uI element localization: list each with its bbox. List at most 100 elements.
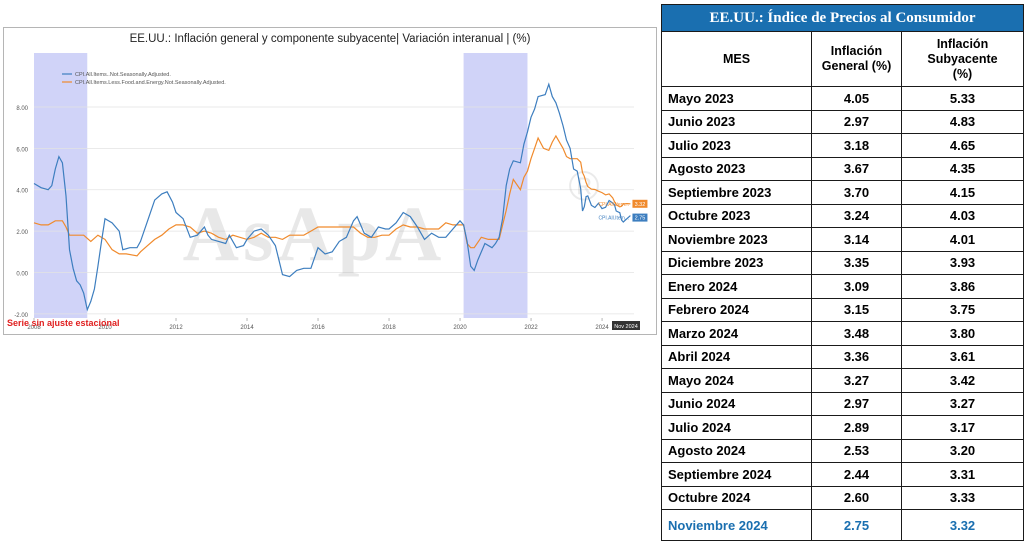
month-cell: Abril 2024 <box>661 344 812 369</box>
table-row: Septiembre 2024 2.44 3.31 <box>661 462 1025 487</box>
general-cell: 3.67 <box>811 156 902 181</box>
core-cell: 3.20 <box>900 438 1025 463</box>
core-cell: 3.31 <box>900 462 1025 487</box>
core-cell: 4.15 <box>900 180 1025 205</box>
general-cell: 2.53 <box>811 438 902 463</box>
watermark-logo: AsApA <box>183 190 446 277</box>
recession-band <box>34 53 88 318</box>
y-tick-label: 4.00 <box>16 189 28 195</box>
month-cell: Agosto 2023 <box>661 156 812 181</box>
month-cell: Febrero 2024 <box>661 297 812 322</box>
table-row: Abril 2024 3.36 3.61 <box>661 344 1025 369</box>
month-cell: Octubre 2023 <box>661 203 812 228</box>
general-cell: 3.27 <box>811 368 902 393</box>
x-tick-label: 2010 <box>98 325 112 331</box>
general-cell: 2.44 <box>811 462 902 487</box>
core-cell: 3.61 <box>900 344 1025 369</box>
table-row: Marzo 2024 3.48 3.80 <box>661 321 1025 346</box>
core-cell: 3.86 <box>900 274 1025 299</box>
table-row: Noviembre 2023 3.14 4.01 <box>661 227 1025 252</box>
end-label-core: CPI.All.Item... <box>598 202 629 208</box>
general-cell: 3.09 <box>811 274 902 299</box>
general-header-line: General (%) <box>821 59 892 73</box>
table-row: Julio 2024 2.89 3.17 <box>661 415 1025 440</box>
table-row: Mayo 2024 3.27 3.42 <box>661 368 1025 393</box>
general-cell: 2.75 <box>811 509 902 541</box>
general-cell: 3.36 <box>811 344 902 369</box>
table-title: EE.UU.: Índice de Precios al Consumidor <box>660 4 1025 32</box>
end-value-core-badge <box>632 199 648 208</box>
month-cell: Septiembre 2024 <box>661 462 812 487</box>
core-cell: 3.93 <box>900 250 1025 275</box>
general-cell: 3.70 <box>811 180 902 205</box>
core-header-line: Inflación <box>936 36 989 51</box>
core-cell: 3.42 <box>900 368 1025 393</box>
core-cell: 3.80 <box>900 321 1025 346</box>
table-row: Febrero 2024 3.15 3.75 <box>661 297 1025 322</box>
general-header-line: Inflación <box>830 44 883 58</box>
table-row: Junio 2023 2.97 4.83 <box>661 109 1025 134</box>
core-cell: 3.27 <box>900 391 1025 416</box>
legend-label-headline: CPI.All.Items..Not.Seasonally.Adjusted. <box>75 72 171 78</box>
core-cell: 3.17 <box>900 415 1025 440</box>
general-cell: 3.15 <box>811 297 902 322</box>
table-row: Noviembre 2024 2.75 3.32 <box>661 509 1025 541</box>
column-header-general: Inflación General (%) <box>811 31 902 87</box>
end-label-headline: CPI.All.Item... <box>598 216 629 222</box>
general-cell: 2.97 <box>811 109 902 134</box>
table-row: Agosto 2024 2.53 3.20 <box>661 438 1025 463</box>
core-cell: 3.32 <box>900 509 1025 541</box>
month-cell: Julio 2024 <box>661 415 812 440</box>
x-tick-label: 2022 <box>524 325 538 331</box>
month-cell: Diciembre 2023 <box>661 250 812 275</box>
chart-title: EE.UU.: Inflación general y componente s… <box>130 33 531 45</box>
month-cell: Junio 2023 <box>661 109 812 134</box>
month-cell: Mayo 2024 <box>661 368 812 393</box>
x-tick-label: 2016 <box>311 325 325 331</box>
general-cell: 2.60 <box>811 485 902 510</box>
general-cell: 3.35 <box>811 250 902 275</box>
x-tick-label: 2020 <box>453 325 467 331</box>
y-tick-label: 2.00 <box>16 230 28 236</box>
table-row: Diciembre 2023 3.35 3.93 <box>661 250 1025 275</box>
month-cell: Octubre 2024 <box>661 485 812 510</box>
x-tick-label: 2012 <box>169 325 183 331</box>
cpi-table-panel: EE.UU.: Índice de Precios al Consumidor … <box>660 4 1025 541</box>
month-cell: Mayo 2023 <box>661 86 812 111</box>
y-tick-label: 0.00 <box>16 271 28 277</box>
column-header-core: Inflación Subyacente (%) <box>900 31 1025 87</box>
table-row: Julio 2023 3.18 4.65 <box>661 133 1025 158</box>
legend-label-core: CPI.All.Items.Less.Food.and.Energy.Not.S… <box>75 80 226 86</box>
x-tick-label: 2008 <box>27 325 41 331</box>
series-line-core <box>33 134 631 257</box>
table-row: Enero 2024 3.09 3.86 <box>661 274 1025 299</box>
core-cell: 3.33 <box>900 485 1025 510</box>
month-cell: Junio 2024 <box>661 391 812 416</box>
table-body: Mayo 2023 4.05 5.33 Junio 2023 2.97 4.83 Julio… <box>661 86 1025 541</box>
watermark-registered-icon: ® <box>569 162 600 209</box>
table-row: Agosto 2023 3.67 4.35 <box>661 156 1025 181</box>
y-tick-label: 6.00 <box>16 147 28 153</box>
general-cell: 2.89 <box>811 415 902 440</box>
month-cell: Marzo 2024 <box>661 321 812 346</box>
month-cell: Julio 2023 <box>661 133 812 158</box>
table-row: Octubre 2023 3.24 4.03 <box>661 203 1025 228</box>
table-row: Junio 2024 2.97 3.27 <box>661 391 1025 416</box>
core-cell: 3.75 <box>900 297 1025 322</box>
y-tick-label: 8.00 <box>16 106 28 112</box>
core-cell: 4.01 <box>900 227 1025 252</box>
month-cell: Agosto 2024 <box>661 438 812 463</box>
cpi-table: EE.UU.: Índice de Precios al Consumidor … <box>660 4 1025 541</box>
month-cell: Septiembre 2023 <box>661 180 812 205</box>
x-tick-label: 2018 <box>382 325 396 331</box>
month-cell: Enero 2024 <box>661 274 812 299</box>
month-cell: Noviembre 2023 <box>661 227 812 252</box>
end-value-headline: 2.75 <box>635 216 646 222</box>
general-cell: 4.05 <box>811 86 902 111</box>
general-cell: 2.97 <box>811 391 902 416</box>
table-row: Mayo 2023 4.05 5.33 <box>661 86 1025 111</box>
column-header-mes: MES <box>661 31 812 87</box>
general-cell: 3.24 <box>811 203 902 228</box>
x-end-badge-label: Nov 2024 <box>614 324 638 330</box>
general-cell: 3.48 <box>811 321 902 346</box>
